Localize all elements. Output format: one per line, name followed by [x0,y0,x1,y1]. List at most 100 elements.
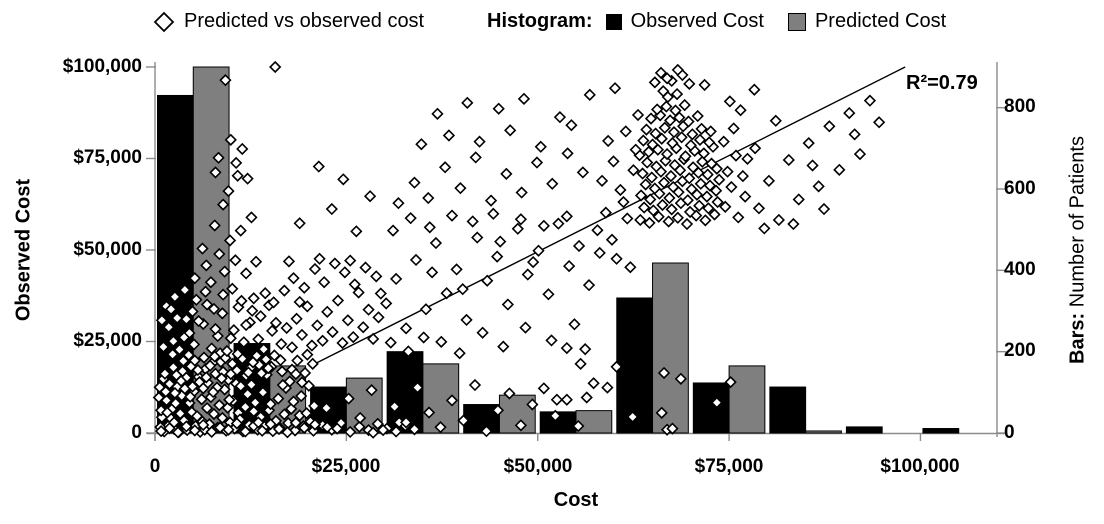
legend-scatter-label: Predicted vs observed cost [184,10,425,32]
scatter-point [423,221,436,234]
scatter-point [429,236,443,250]
scatter-point [275,337,288,351]
scatter-point [272,422,286,436]
scatter-point [237,336,250,349]
scatter-point [560,341,573,355]
scatter-point [370,270,383,283]
scatter-point [697,147,710,160]
scatter-point [723,95,736,108]
scatter-point [657,85,670,98]
scatter-point [185,406,198,419]
scatter-point [300,407,313,420]
y-left-tick-25000: $25,000 [73,330,142,351]
scatter-point [725,180,738,194]
scatter-point [268,349,281,362]
open-diamond-icon [153,11,175,32]
scatter-point [425,266,439,279]
scatter-point [388,400,401,413]
scatter-point [806,159,819,172]
scatter-point [213,421,227,434]
scatter-point [372,311,385,324]
scatter-point [163,377,176,391]
scatter-point [311,319,324,332]
scatter-point [242,366,255,379]
scatter-point [665,203,678,216]
scatter-point [445,209,459,222]
scatter-point [216,307,229,320]
scatter-point [235,294,248,308]
scatter-point [519,321,532,334]
scatter-point [171,426,185,439]
scatter-point [215,372,228,385]
scatter-point [504,124,517,137]
x-tick-0: 0 [149,456,161,477]
scatter-point [262,362,275,375]
scatter-point [853,147,867,161]
scatter-point [637,134,650,147]
scatter-point [668,158,681,172]
scatter-point [487,207,500,220]
scatter-point [293,295,306,309]
scatter-point [664,114,677,127]
scatter-point [872,116,886,129]
scatter-point [469,151,482,164]
trend-line [311,66,906,366]
scatter-point [224,367,237,381]
y-left-tick-50000: $50,000 [73,239,142,260]
scatter-point [234,224,247,237]
scatter-point [481,274,494,287]
scatter-point [221,401,234,414]
scatter-point [748,83,761,96]
scatter-point [174,407,187,420]
scatter-point [154,404,168,417]
scatter-point [717,135,730,148]
scatter-point [321,421,334,434]
scatter-point [607,155,620,168]
scatter-point [617,195,630,209]
scatter-point [229,254,242,267]
legend-scatter: Predicted vs observed cost [153,10,424,33]
scatter-point [256,424,269,437]
scatter-point [219,351,232,365]
scatter-point [460,313,473,327]
scatter-point [802,136,815,150]
scatter-point [686,161,700,174]
scatter-point [514,419,528,432]
scatter-point [610,252,623,265]
scatter-point [655,132,668,145]
scatter-point [408,423,421,436]
scatter-point [399,416,413,429]
scatter-point [693,133,707,146]
scatter-point [316,334,329,347]
scatter-point [162,321,175,334]
scatter-point [457,414,470,427]
scatter-point [583,88,596,101]
y-axis-title-right-rest: Number of Patients [1066,136,1089,313]
scatter-point [186,305,199,318]
scatter-point [186,380,199,393]
scatter-point [792,193,805,206]
y-right-tick-600: 600 [1004,178,1036,199]
scatter-point [565,119,578,132]
scatter-point [417,331,430,344]
scatter-point [560,393,573,406]
observed-swatch-icon [605,13,622,30]
legend-observed-label: Observed Cost [630,10,764,32]
scatter-point [546,177,559,190]
scatter-point [275,365,289,378]
scatter-point [247,292,260,305]
scatter-point [671,63,684,77]
histogram-bar-predicted [575,410,613,434]
scatter-point [357,321,370,334]
scatter-point [262,404,276,417]
scatter-point [579,343,592,356]
x-tick-100000: $100,000 [880,456,960,477]
scatter-point [624,261,637,274]
scatter-point [331,422,344,435]
scatter-point [239,400,252,414]
scatter-point [601,381,614,394]
y-right-tick-400: 400 [1004,259,1036,280]
scatter-point [517,92,531,105]
scatter-point [415,138,428,151]
scatter-point [223,234,237,247]
